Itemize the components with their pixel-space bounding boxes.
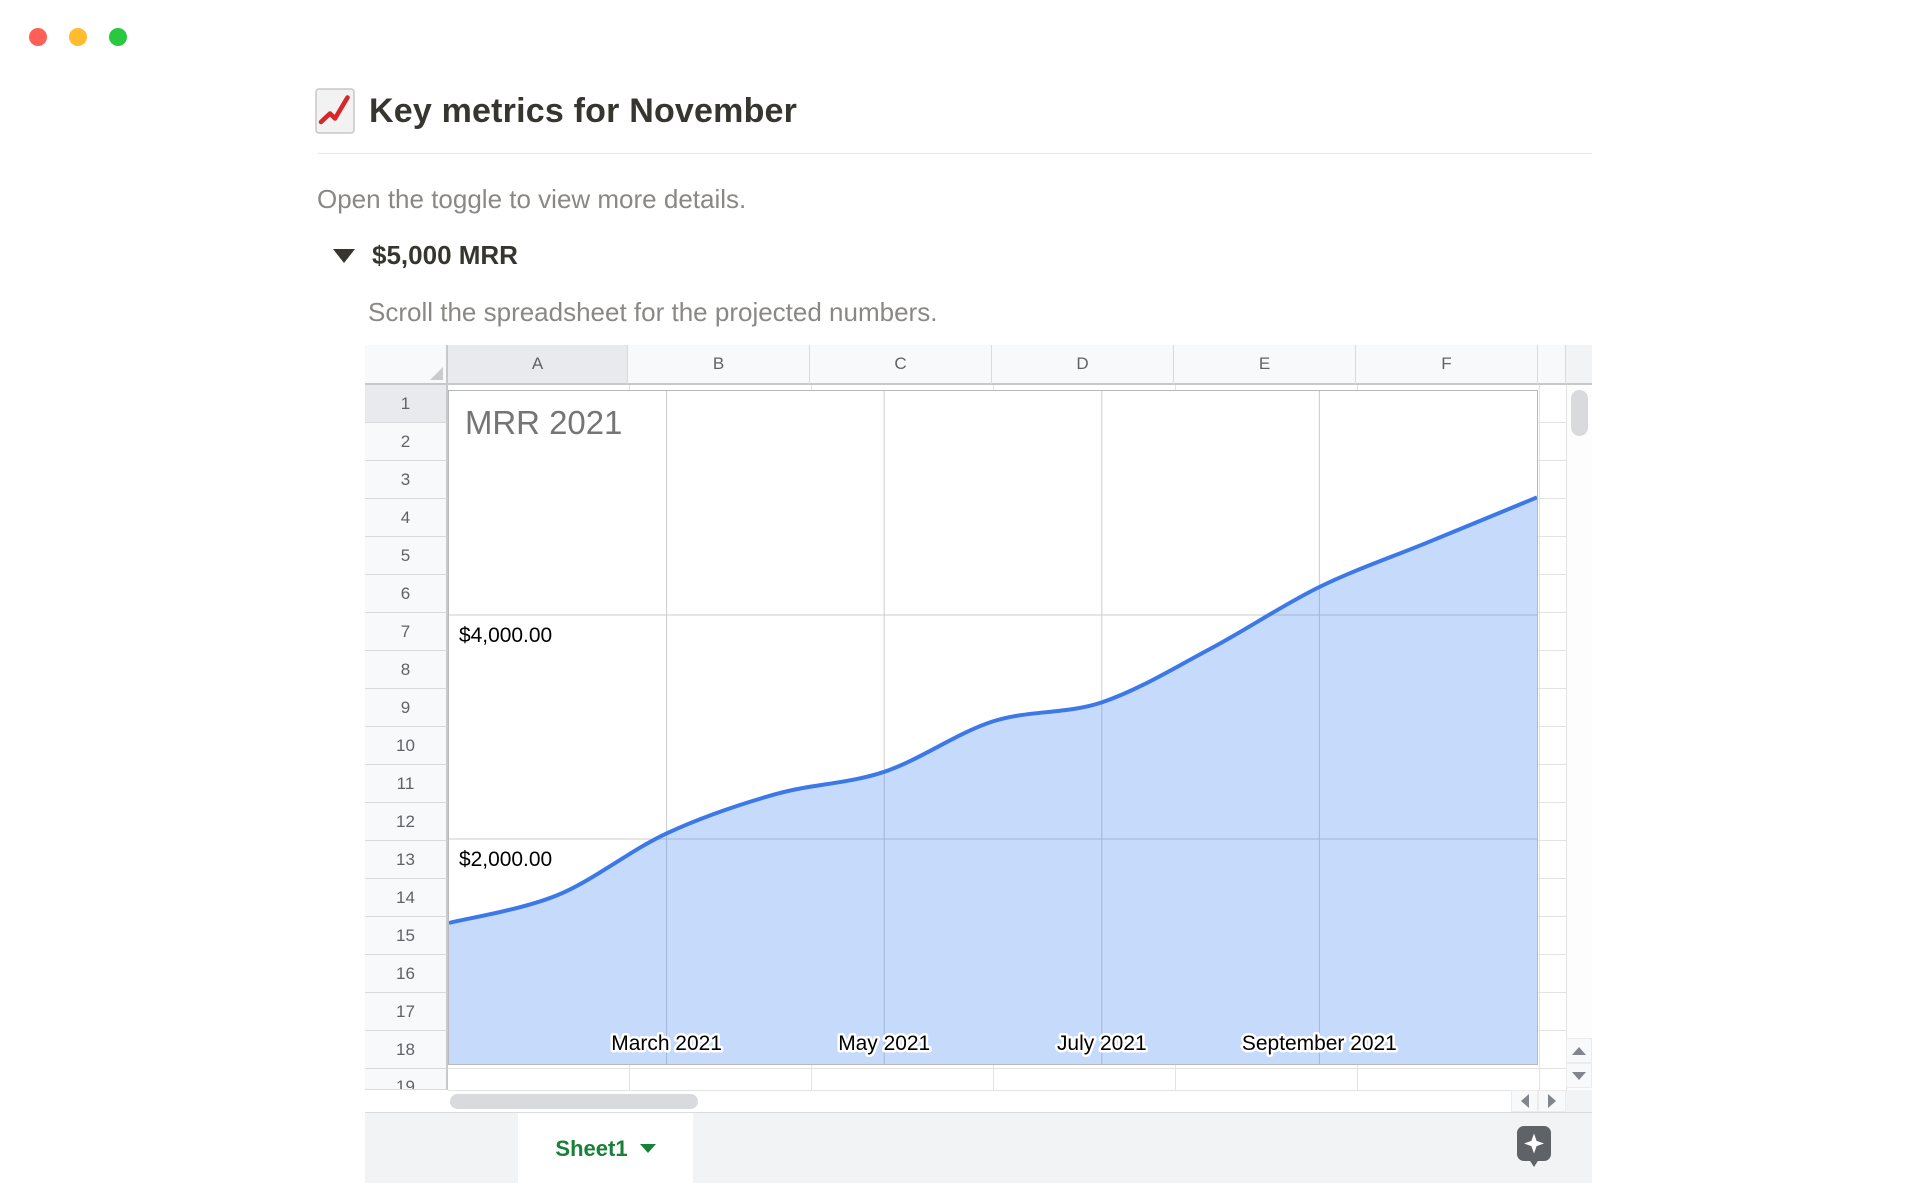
column-header-A[interactable]: A xyxy=(448,345,628,385)
chart-area-fill xyxy=(449,497,1537,1064)
horizontal-scrollbar-track[interactable] xyxy=(448,1090,1511,1112)
left-arrow-icon xyxy=(1520,1094,1529,1108)
row-header-4[interactable]: 4 xyxy=(365,499,448,537)
row-header-16[interactable]: 16 xyxy=(365,955,448,993)
up-arrow-icon xyxy=(1572,1046,1586,1055)
column-header-F[interactable]: F xyxy=(1356,345,1538,385)
row-header-8[interactable]: 8 xyxy=(365,651,448,689)
sheet-tab-label: Sheet1 xyxy=(555,1135,628,1161)
close-button[interactable] xyxy=(29,28,47,46)
row-header-column: 1 2 3 4 5 6 7 8 9 10 11 12 13 14 15 16 17 18 19 xyxy=(365,385,448,1090)
horizontal-scrollbar-thumb[interactable] xyxy=(450,1094,698,1109)
row-header-6[interactable]: 6 xyxy=(365,575,448,613)
column-header-B[interactable]: B xyxy=(628,345,810,385)
zoom-button[interactable] xyxy=(109,28,127,46)
toggle-open-icon[interactable] xyxy=(333,248,355,263)
row-header-3[interactable]: 3 xyxy=(365,461,448,499)
select-all-triangle-icon xyxy=(430,367,443,380)
chart-title: MRR 2021 xyxy=(465,404,622,441)
row-header-14[interactable]: 14 xyxy=(365,879,448,917)
x-tick-label-6: July 2021 xyxy=(1057,1032,1147,1055)
x-tick-label-8: September 2021 xyxy=(1242,1032,1397,1055)
row-header-5[interactable]: 5 xyxy=(365,537,448,575)
mrr-area-chart[interactable]: $2,000.00 $4,000.00 March 2021 May 2021 July… xyxy=(448,390,1538,1065)
row-header-11[interactable]: 11 xyxy=(365,765,448,803)
sheet-bottom-bar: Sheet1 xyxy=(365,1112,1592,1184)
column-header-C[interactable]: C xyxy=(810,345,992,385)
minimize-button[interactable] xyxy=(69,28,87,46)
toggle-note: Scroll the spreadsheet for the projected… xyxy=(368,297,938,327)
row-header-1[interactable]: 1 xyxy=(365,385,448,423)
intro-text: Open the toggle to view more details. xyxy=(317,184,747,214)
title-divider xyxy=(318,153,1592,154)
chart-line xyxy=(449,495,1537,925)
scroll-down-button[interactable] xyxy=(1566,1063,1592,1088)
traffic-lights xyxy=(29,28,127,46)
down-arrow-icon xyxy=(1572,1071,1586,1080)
vertical-scrollbar-track[interactable] xyxy=(1566,385,1592,1090)
row-header-10[interactable]: 10 xyxy=(365,727,448,765)
toggle-block[interactable]: $5,000 MRR xyxy=(333,240,518,271)
y-tick-label-4000: $4,000.00 xyxy=(459,624,552,647)
explore-button[interactable] xyxy=(1516,1125,1552,1168)
scroll-up-button[interactable] xyxy=(1566,1038,1592,1063)
toggle-label[interactable]: $5,000 MRR xyxy=(372,240,518,270)
x-tick-label-4: May 2021 xyxy=(838,1032,930,1055)
column-header-partial xyxy=(1538,345,1566,385)
row-header-7[interactable]: 7 xyxy=(365,613,448,651)
mrr-chart-canvas: $2,000.00 $4,000.00 March 2021 May 2021 July… xyxy=(449,391,1537,1064)
row-header-12[interactable]: 12 xyxy=(365,803,448,841)
column-header-E[interactable]: E xyxy=(1174,345,1356,385)
sheet-tab-dropdown-icon xyxy=(639,1144,656,1153)
scroll-right-button[interactable] xyxy=(1538,1090,1566,1112)
column-header-D[interactable]: D xyxy=(992,345,1174,385)
select-all-corner[interactable] xyxy=(365,345,448,385)
row-header-13[interactable]: 13 xyxy=(365,841,448,879)
scrollbar-header-spacer xyxy=(1566,345,1592,385)
scroll-left-button[interactable] xyxy=(1511,1090,1538,1112)
all-sheets-button[interactable] xyxy=(450,1134,478,1160)
row-header-9[interactable]: 9 xyxy=(365,689,448,727)
chart-increasing-icon xyxy=(315,88,355,134)
scrollbar-corner xyxy=(1566,1090,1592,1112)
right-arrow-icon xyxy=(1548,1094,1556,1108)
row-header-18[interactable]: 18 xyxy=(365,1031,448,1069)
sparkle-badge-icon xyxy=(1517,1126,1551,1167)
row-header-2[interactable]: 2 xyxy=(365,423,448,461)
page-title: Key metrics for November xyxy=(369,91,798,130)
row-header-17[interactable]: 17 xyxy=(365,993,448,1031)
row-header-15[interactable]: 15 xyxy=(365,917,448,955)
page-title-row: Key metrics for November xyxy=(315,88,797,134)
vertical-scrollbar-thumb[interactable] xyxy=(1571,390,1588,436)
x-tick-label-2: March 2021 xyxy=(611,1032,722,1055)
row-header-19[interactable]: 19 xyxy=(365,1069,448,1090)
sheet-tab[interactable]: Sheet1 xyxy=(518,1113,693,1184)
y-tick-label-2000: $2,000.00 xyxy=(459,848,552,871)
